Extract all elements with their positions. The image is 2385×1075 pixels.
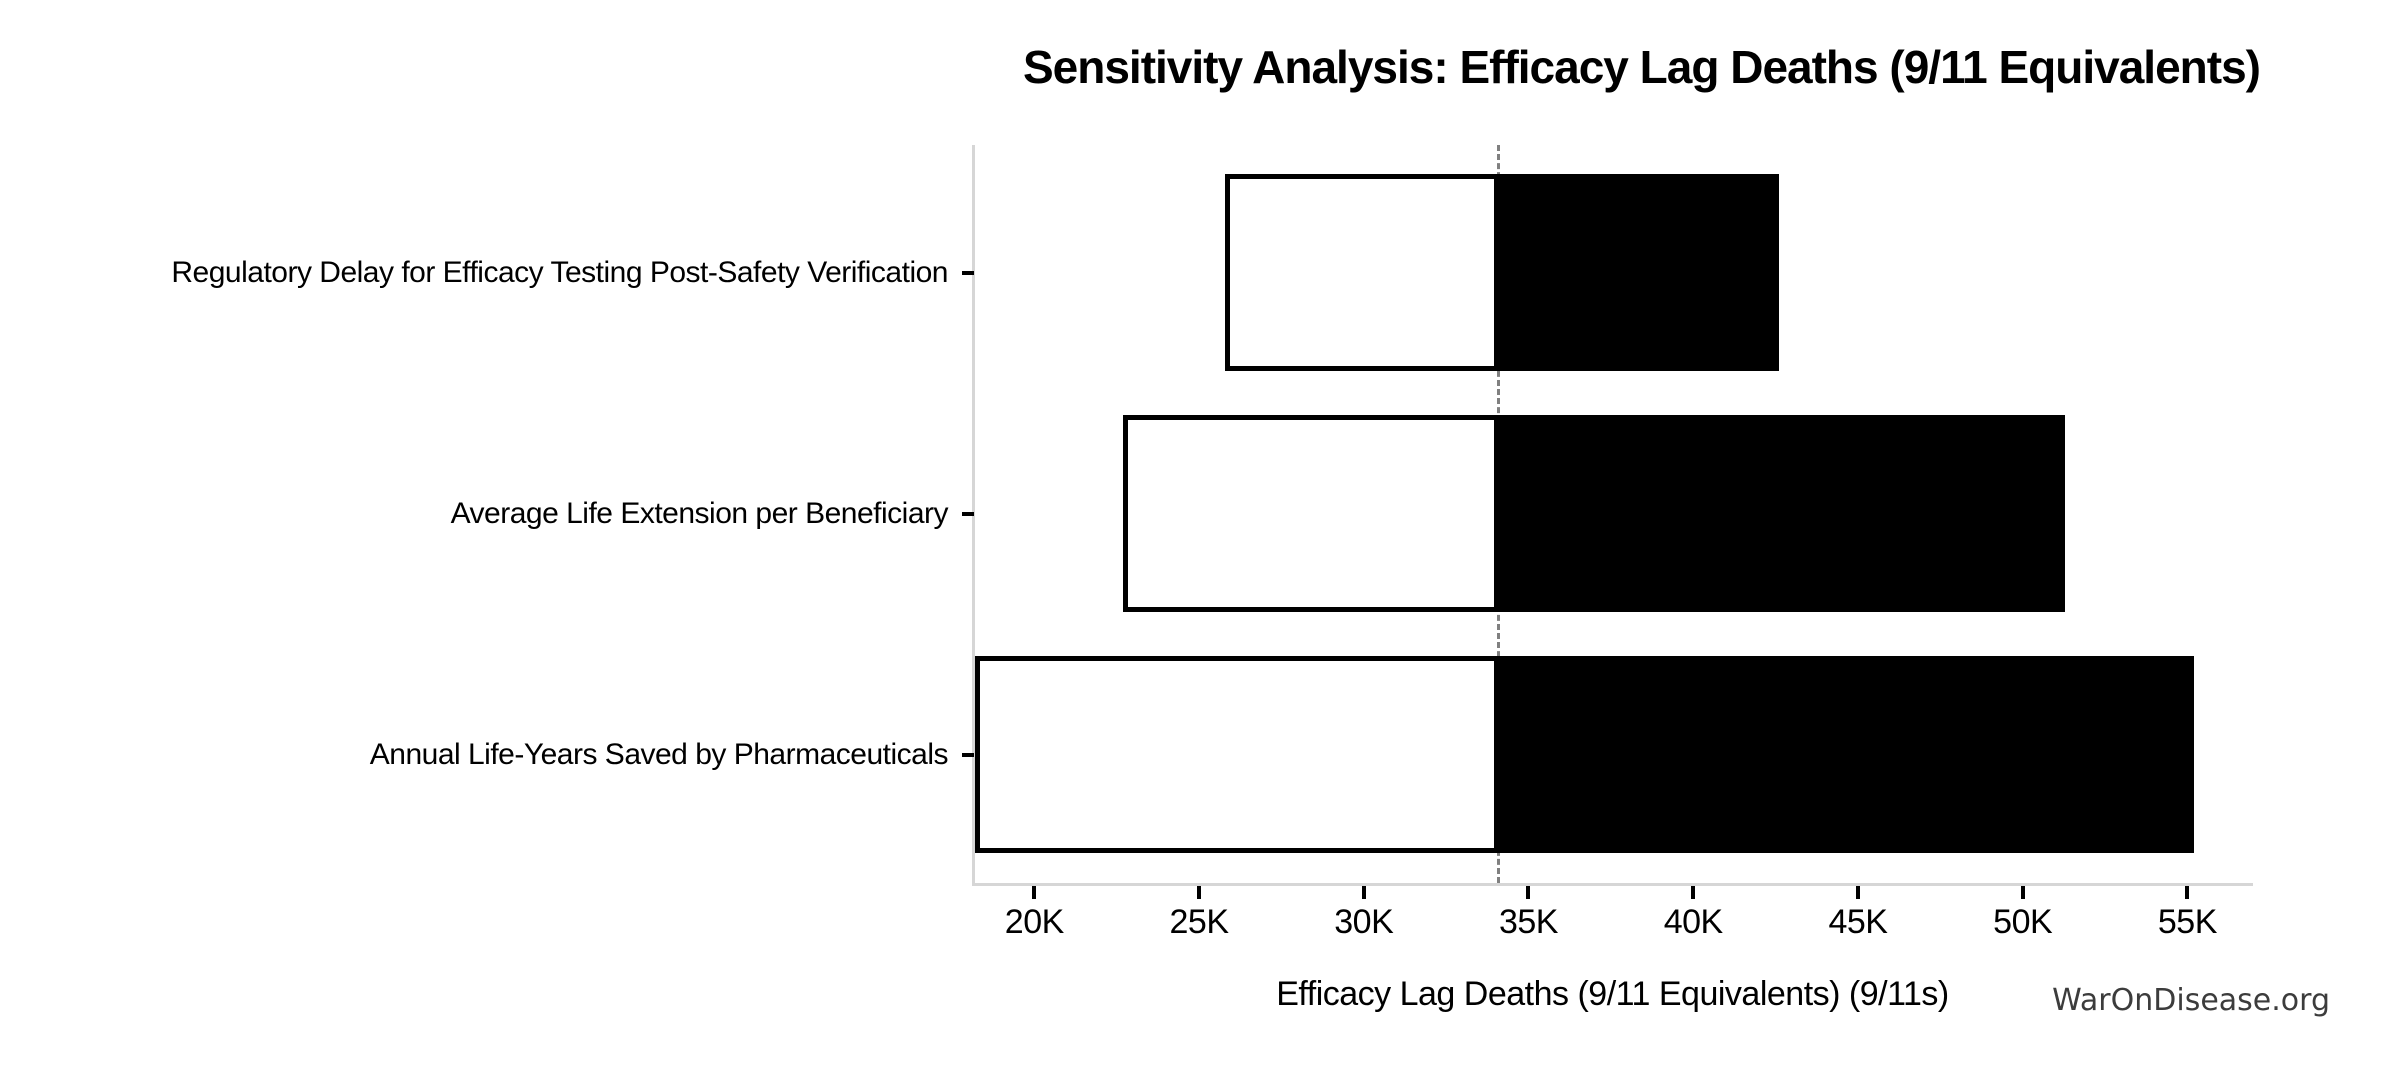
x-tick xyxy=(2020,886,2025,899)
x-tick xyxy=(1526,886,1531,899)
x-tick xyxy=(1691,886,1696,899)
x-tick-label: 30K xyxy=(1334,903,1394,941)
low-bar xyxy=(1123,415,1499,612)
x-tick xyxy=(1197,886,1202,899)
chart-title: Sensitivity Analysis: Efficacy Lag Death… xyxy=(1022,41,2261,93)
high-bar xyxy=(1498,174,1779,371)
x-tick-label: 40K xyxy=(1663,903,1724,941)
x-tick xyxy=(2185,886,2190,899)
y-tick xyxy=(962,270,974,275)
y-tick-label: Annual Life-Years Saved by Pharmaceutica… xyxy=(369,737,949,771)
high-bar xyxy=(1498,656,2194,853)
x-axis-label: Efficacy Lag Deaths (9/11 Equivalents) (… xyxy=(1276,975,1949,1013)
watermark: WarOnDisease.org xyxy=(2052,983,2330,1018)
x-tick xyxy=(1855,886,1860,899)
low-bar xyxy=(1225,174,1499,371)
y-tick xyxy=(962,511,974,516)
y-tick xyxy=(962,752,974,757)
low-bar xyxy=(975,656,1499,853)
x-axis-spine xyxy=(972,883,2253,886)
y-tick-label: Regulatory Delay for Efficacy Testing Po… xyxy=(171,255,948,289)
plot-area xyxy=(975,145,2250,883)
x-tick-label: 50K xyxy=(1993,903,2053,941)
x-tick xyxy=(1361,886,1366,899)
x-tick-label: 25K xyxy=(1169,903,1230,941)
x-tick-label: 20K xyxy=(1004,903,1065,941)
y-axis-spine xyxy=(972,145,975,886)
x-tick xyxy=(1032,886,1037,899)
x-tick-label: 55K xyxy=(2157,903,2218,941)
x-tick-label: 35K xyxy=(1498,903,1559,941)
x-tick-label: 45K xyxy=(1828,903,1888,941)
high-bar xyxy=(1498,415,2066,612)
y-tick-label: Average Life Extension per Beneficiary xyxy=(450,496,949,530)
